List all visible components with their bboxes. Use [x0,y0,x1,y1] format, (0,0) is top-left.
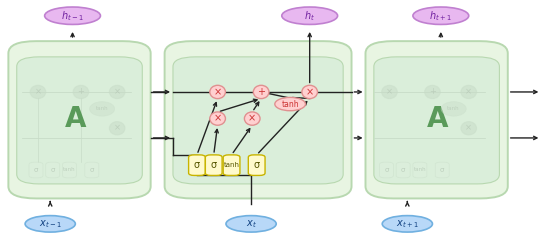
Ellipse shape [461,121,477,135]
Text: $h_{t}$: $h_{t}$ [304,9,315,23]
Text: tanh: tanh [96,106,108,111]
FancyBboxPatch shape [365,41,508,198]
FancyBboxPatch shape [435,162,449,178]
Ellipse shape [382,216,432,232]
FancyBboxPatch shape [165,41,352,198]
Ellipse shape [253,85,269,99]
Ellipse shape [210,112,225,125]
Text: tanh: tanh [413,167,426,172]
Text: +: + [429,87,436,97]
Ellipse shape [25,216,75,232]
FancyBboxPatch shape [173,57,343,184]
Text: $x_{t}$: $x_{t}$ [246,218,257,230]
Text: σ: σ [254,160,259,170]
Ellipse shape [461,85,477,99]
FancyBboxPatch shape [62,162,76,178]
Ellipse shape [210,85,225,99]
Ellipse shape [275,97,306,111]
Ellipse shape [109,85,125,99]
Text: A: A [65,105,86,133]
Text: +: + [78,87,84,97]
Text: A: A [427,105,449,133]
Text: ×: × [306,87,314,97]
Ellipse shape [413,7,469,24]
FancyBboxPatch shape [17,57,142,184]
Ellipse shape [441,102,466,116]
FancyBboxPatch shape [413,162,427,178]
Text: ×: × [465,87,472,97]
Ellipse shape [282,7,338,24]
Text: ×: × [114,87,121,97]
Ellipse shape [382,85,397,99]
Text: ×: × [35,87,41,97]
FancyBboxPatch shape [8,41,151,198]
FancyBboxPatch shape [379,162,393,178]
Text: tanh: tanh [63,167,76,172]
Text: tanh: tanh [448,106,460,111]
Text: $x_{t-1}$: $x_{t-1}$ [39,218,61,230]
Text: σ: σ [51,167,55,173]
Text: $h_{t+1}$: $h_{t+1}$ [430,9,452,23]
FancyBboxPatch shape [205,155,222,175]
Text: ×: × [214,113,222,124]
Text: σ: σ [384,167,388,173]
Text: ×: × [248,113,256,124]
Text: $x_{t+1}$: $x_{t+1}$ [396,218,418,230]
FancyBboxPatch shape [46,162,60,178]
Ellipse shape [89,102,115,116]
Ellipse shape [425,85,440,99]
FancyBboxPatch shape [374,57,499,184]
Ellipse shape [302,85,318,99]
FancyBboxPatch shape [85,162,99,178]
Text: σ: σ [401,167,405,173]
Text: σ: σ [211,160,217,170]
Text: σ: σ [34,167,38,173]
Text: ×: × [386,87,393,97]
Text: σ: σ [194,160,200,170]
Text: ×: × [114,124,121,133]
Text: σ: σ [440,167,444,173]
Text: tanh: tanh [281,99,299,109]
FancyBboxPatch shape [396,162,410,178]
FancyBboxPatch shape [29,162,43,178]
Text: ×: × [214,87,222,97]
Ellipse shape [30,85,46,99]
FancyBboxPatch shape [189,155,205,175]
Ellipse shape [109,121,125,135]
FancyBboxPatch shape [248,155,265,175]
Text: $h_{t-1}$: $h_{t-1}$ [61,9,84,23]
Ellipse shape [226,216,276,232]
Text: +: + [257,87,265,97]
Ellipse shape [244,112,260,125]
Ellipse shape [73,85,89,99]
Text: ×: × [465,124,472,133]
Ellipse shape [45,7,100,24]
FancyBboxPatch shape [223,155,240,175]
Text: σ: σ [90,167,94,173]
Text: tanh: tanh [224,162,239,168]
